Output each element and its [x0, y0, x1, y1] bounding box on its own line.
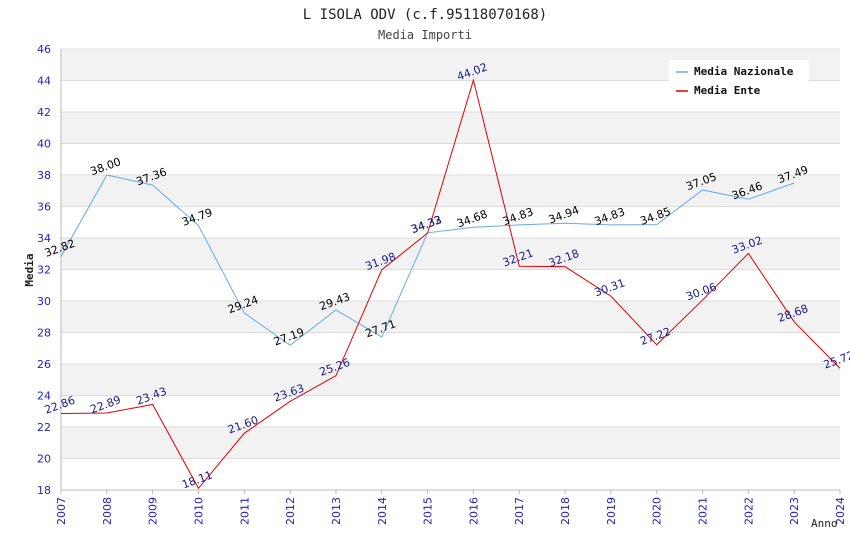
x-tick-label: 2010 — [192, 497, 205, 525]
grid-band — [61, 175, 840, 207]
y-tick-label: 40 — [37, 138, 51, 151]
y-tick-label: 18 — [37, 484, 51, 497]
y-tick-label: 22 — [37, 421, 51, 434]
grid-band — [61, 206, 840, 238]
series-line-media-ente — [60, 78, 841, 490]
grid-band — [61, 395, 840, 427]
y-tick-label: 30 — [37, 295, 51, 308]
x-tick-label: 2011 — [238, 497, 251, 525]
y-tick-label: 46 — [37, 43, 51, 56]
chart-subtitle: Media Importi — [378, 28, 472, 42]
axes — [60, 49, 840, 491]
x-tick-label: 2021 — [697, 497, 710, 525]
grid-band — [61, 427, 840, 459]
x-tick-label: 2014 — [376, 497, 389, 525]
x-tick-label: 2020 — [651, 497, 664, 525]
y-tick-label: 36 — [37, 201, 51, 214]
x-tick-label: 2013 — [330, 497, 343, 525]
grid-band — [61, 458, 840, 490]
legend: Media Nazionale Media Ente — [669, 60, 809, 102]
x-tick-label: 2009 — [147, 497, 160, 525]
grid-band — [61, 112, 840, 144]
x-tick-label: 2007 — [55, 497, 68, 525]
y-tick-label: 42 — [37, 106, 51, 119]
y-tick-label: 34 — [37, 232, 51, 245]
y-tick-label: 28 — [37, 327, 51, 340]
legend-box — [669, 60, 809, 102]
x-tick-label: 2023 — [788, 497, 801, 525]
y-tick-label: 24 — [37, 390, 51, 403]
grid-band — [61, 364, 840, 396]
y-tick-label: 26 — [37, 358, 51, 371]
y-tick-label: 44 — [37, 75, 51, 88]
grid-band — [61, 238, 840, 270]
x-tick-label: 2017 — [513, 497, 526, 525]
x-tick-label: 2008 — [101, 497, 114, 525]
x-axis-ticks: 2007 2008 2009 2010 2011 2012 2013 2014 2015 2016… — [55, 490, 847, 525]
x-tick-label: 2015 — [422, 497, 435, 525]
x-tick-label: 2018 — [559, 497, 572, 525]
y-axis-label: Media — [23, 253, 36, 286]
x-tick-label: 2019 — [605, 497, 618, 525]
x-tick-label: 2024 — [834, 497, 847, 525]
legend-label-media-nazionale: Media Nazionale — [694, 65, 794, 78]
chart-title: L ISOLA ODV (c.f.95118070168) — [303, 7, 547, 23]
y-axis-ticks: 18 20 22 24 26 28 30 32 34 36 38 40 42 44 46 — [37, 43, 51, 497]
y-tick-label: 32 — [37, 264, 51, 277]
y-tick-label: 38 — [37, 169, 51, 182]
grid-band — [61, 143, 840, 175]
x-tick-label: 2012 — [284, 497, 297, 525]
x-tick-label: 2016 — [467, 497, 480, 525]
series-lines — [60, 78, 841, 490]
x-tick-label: 2022 — [742, 497, 755, 525]
legend-label-media-ente: Media Ente — [694, 84, 761, 97]
grid-band — [61, 332, 840, 364]
plot-background-bands — [61, 48, 840, 491]
y-tick-label: 20 — [37, 453, 51, 466]
grid-band — [61, 301, 840, 333]
grid-band — [61, 269, 840, 301]
x-axis-label: Anno — [811, 517, 838, 530]
